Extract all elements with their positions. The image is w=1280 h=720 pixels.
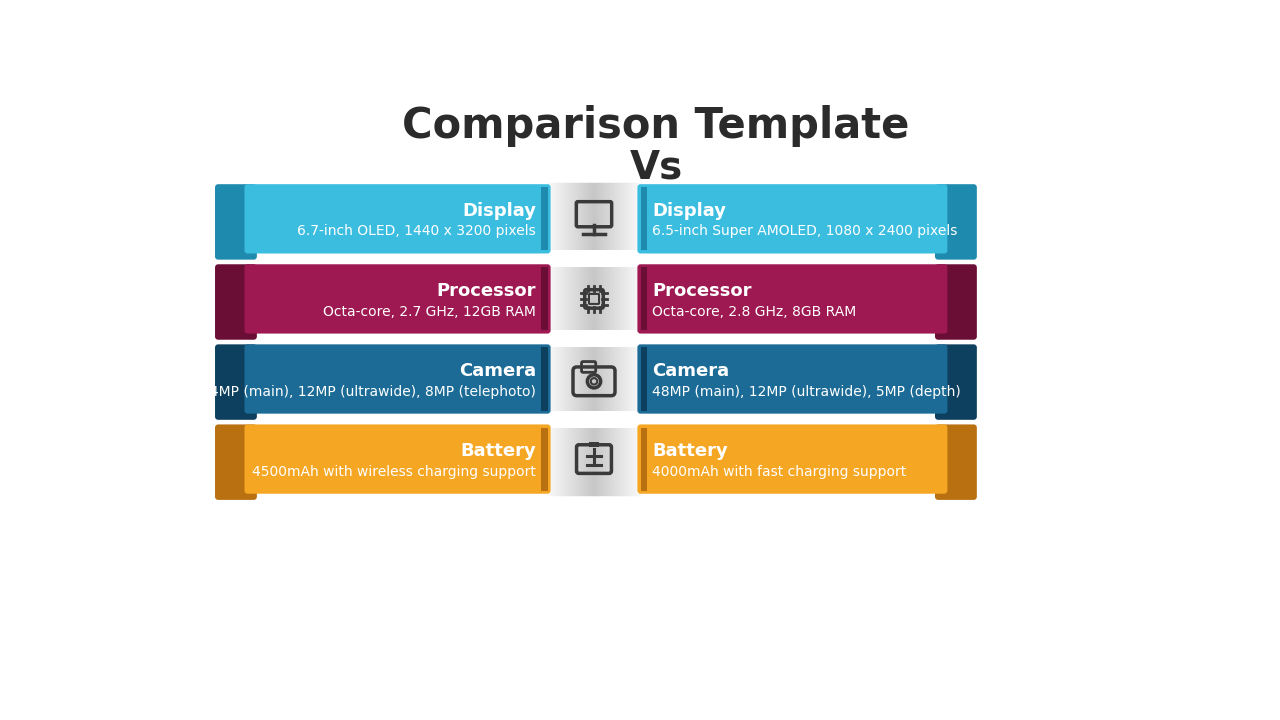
FancyBboxPatch shape xyxy=(934,264,977,340)
FancyBboxPatch shape xyxy=(215,264,257,340)
Text: Processor: Processor xyxy=(652,282,751,300)
FancyBboxPatch shape xyxy=(215,424,257,500)
Bar xyxy=(541,428,548,490)
FancyBboxPatch shape xyxy=(637,424,947,494)
Text: Camera: Camera xyxy=(652,361,730,379)
FancyBboxPatch shape xyxy=(244,344,550,414)
FancyBboxPatch shape xyxy=(934,184,977,260)
Bar xyxy=(640,428,646,490)
Bar xyxy=(251,410,941,428)
FancyBboxPatch shape xyxy=(244,264,550,333)
Bar xyxy=(541,348,548,410)
FancyBboxPatch shape xyxy=(244,424,550,494)
Bar xyxy=(251,330,941,348)
Text: Camera: Camera xyxy=(458,361,536,379)
FancyBboxPatch shape xyxy=(244,184,550,253)
Text: Processor: Processor xyxy=(436,282,536,300)
Text: Octa-core, 2.7 GHz, 12GB RAM: Octa-core, 2.7 GHz, 12GB RAM xyxy=(323,305,536,318)
Text: 48MP (main), 12MP (ultrawide), 5MP (depth): 48MP (main), 12MP (ultrawide), 5MP (dept… xyxy=(652,384,961,399)
Text: Phone y: Phone y xyxy=(648,186,792,217)
FancyBboxPatch shape xyxy=(215,344,257,420)
Bar xyxy=(640,267,646,330)
FancyBboxPatch shape xyxy=(637,344,947,414)
Text: Display: Display xyxy=(652,202,726,220)
Bar xyxy=(640,348,646,410)
FancyBboxPatch shape xyxy=(637,184,947,253)
Bar xyxy=(541,187,548,251)
FancyBboxPatch shape xyxy=(934,344,977,420)
Text: 6.7-inch OLED, 1440 x 3200 pixels: 6.7-inch OLED, 1440 x 3200 pixels xyxy=(297,225,536,238)
Text: Vs: Vs xyxy=(630,148,682,186)
Bar xyxy=(541,267,548,330)
Bar xyxy=(589,441,599,447)
Text: Display: Display xyxy=(462,202,536,220)
FancyBboxPatch shape xyxy=(215,184,257,260)
Text: Battery: Battery xyxy=(460,442,536,460)
Bar xyxy=(251,251,941,267)
Bar xyxy=(640,187,646,251)
Text: 6.5-inch Super AMOLED, 1080 x 2400 pixels: 6.5-inch Super AMOLED, 1080 x 2400 pixel… xyxy=(652,225,957,238)
FancyBboxPatch shape xyxy=(637,264,947,333)
Text: 4000mAh with fast charging support: 4000mAh with fast charging support xyxy=(652,464,906,479)
Text: 64MP (main), 12MP (ultrawide), 8MP (telephoto): 64MP (main), 12MP (ultrawide), 8MP (tele… xyxy=(201,384,536,399)
Text: Phone X: Phone X xyxy=(392,186,540,217)
Text: Battery: Battery xyxy=(652,442,728,460)
FancyBboxPatch shape xyxy=(934,424,977,500)
Text: Octa-core, 2.8 GHz, 8GB RAM: Octa-core, 2.8 GHz, 8GB RAM xyxy=(652,305,856,318)
Text: Comparison Template: Comparison Template xyxy=(402,105,910,148)
Text: 4500mAh with wireless charging support: 4500mAh with wireless charging support xyxy=(252,464,536,479)
